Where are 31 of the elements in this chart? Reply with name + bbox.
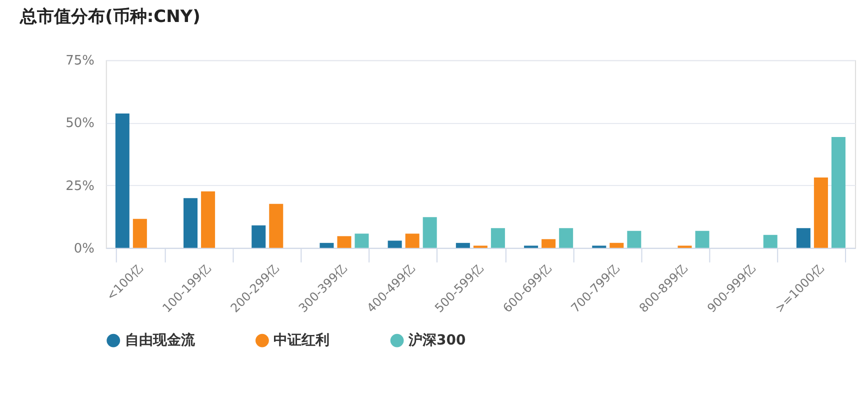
bar: [814, 178, 828, 248]
bar: [132, 218, 147, 248]
bar: [201, 191, 216, 248]
y-tick-label: 50%: [66, 116, 94, 132]
bar: [796, 228, 810, 248]
legend-label: 沪深300: [408, 332, 466, 349]
bar: [695, 230, 710, 248]
bar: [422, 217, 437, 248]
bar: [456, 242, 470, 248]
legend-label: 自由现金流: [124, 332, 196, 349]
bar: [610, 242, 624, 248]
bar: [490, 228, 505, 248]
y-tick-label: 25%: [66, 178, 94, 194]
bar: [337, 236, 352, 248]
bar: [354, 234, 369, 248]
bar: [831, 137, 846, 248]
bar: [388, 240, 402, 248]
bar: [559, 228, 574, 248]
bar: [763, 234, 778, 248]
y-tick-label: 75%: [66, 54, 94, 69]
bar: [115, 113, 130, 248]
bar: [405, 234, 420, 248]
legend-label: 中证红利: [274, 332, 330, 349]
bar: [252, 225, 266, 248]
bar: [542, 239, 556, 248]
bar: [320, 242, 334, 248]
bar: [184, 198, 198, 248]
y-tick-label: 0%: [74, 241, 94, 256]
chart-title: 总市值分布(币种:CNY): [19, 7, 200, 28]
bar: [627, 230, 642, 248]
bar: [269, 204, 284, 248]
